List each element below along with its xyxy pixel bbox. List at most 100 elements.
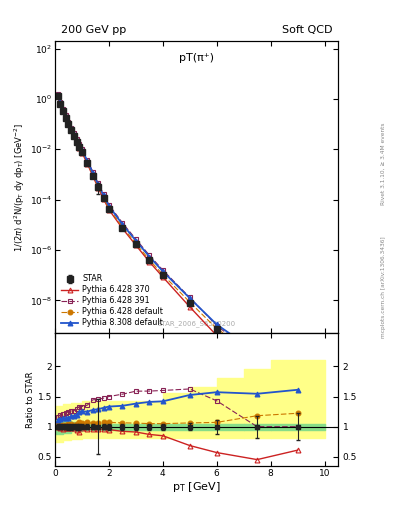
Line: Pythia 8.308 default: Pythia 8.308 default: [55, 92, 300, 374]
Pythia 8.308 default: [63, 113, 68, 119]
Pythia 6.428 391: [96, 180, 101, 186]
Pythia 6.428 default: [66, 121, 71, 127]
Pythia 6.428 default: [134, 241, 138, 247]
Text: mcplots.cern.ch [arXiv:1306.3436]: mcplots.cern.ch [arXiv:1306.3436]: [381, 236, 386, 337]
Pythia 6.428 default: [80, 148, 84, 155]
Pythia 8.308 default: [295, 369, 300, 375]
Pythia 6.428 default: [69, 126, 73, 133]
Pythia 6.428 391: [134, 236, 138, 242]
Pythia 6.428 370: [58, 101, 63, 107]
Pythia 6.428 391: [63, 113, 68, 119]
Line: Pythia 6.428 370: Pythia 6.428 370: [55, 94, 300, 385]
Pythia 8.308 default: [107, 203, 111, 209]
Pythia 6.428 default: [214, 326, 219, 332]
Pythia 6.428 370: [295, 379, 300, 386]
Pythia 6.428 default: [295, 372, 300, 378]
Pythia 8.308 default: [101, 193, 106, 199]
Pythia 6.428 391: [101, 191, 106, 197]
Pythia 6.428 370: [61, 109, 66, 115]
Pythia 6.428 default: [107, 205, 111, 211]
Pythia 6.428 391: [214, 323, 219, 329]
Pythia 6.428 370: [255, 363, 259, 369]
Pythia 6.428 default: [120, 224, 125, 230]
Pythia 6.428 370: [147, 259, 152, 265]
Pythia 8.308 default: [120, 221, 125, 227]
Pythia 6.428 391: [66, 119, 71, 125]
Pythia 6.428 default: [63, 114, 68, 120]
Pythia 8.308 default: [134, 238, 138, 244]
Pythia 6.428 default: [58, 100, 63, 106]
Pythia 8.308 default: [72, 131, 76, 137]
Pythia 6.428 391: [74, 136, 79, 142]
Pythia 6.428 391: [61, 106, 66, 112]
Pythia 6.428 391: [80, 146, 84, 153]
Text: 200 GeV pp: 200 GeV pp: [61, 25, 126, 35]
Pythia 8.308 default: [74, 137, 79, 143]
Pythia 8.308 default: [55, 92, 60, 98]
Pythia 6.428 default: [90, 172, 95, 178]
Pythia 6.428 370: [187, 304, 192, 310]
Pythia 6.428 default: [160, 271, 165, 278]
Line: Pythia 6.428 default: Pythia 6.428 default: [55, 93, 300, 377]
Pythia 6.428 391: [90, 168, 95, 175]
Pythia 6.428 370: [96, 184, 101, 190]
Pythia 6.428 370: [55, 93, 60, 99]
Pythia 6.428 391: [55, 92, 60, 98]
Pythia 6.428 391: [107, 202, 111, 208]
Pythia 6.428 default: [61, 108, 66, 114]
Pythia 8.308 default: [61, 106, 66, 113]
Pythia 6.428 370: [74, 139, 79, 145]
Pythia 6.428 370: [90, 173, 95, 179]
Pythia 8.308 default: [77, 142, 82, 148]
Text: STAR_2006_S6500200: STAR_2006_S6500200: [158, 321, 235, 327]
Pythia 6.428 370: [66, 121, 71, 127]
Pythia 6.428 370: [80, 150, 84, 156]
Pythia 6.428 370: [134, 242, 138, 248]
Pythia 6.428 370: [77, 145, 82, 152]
Pythia 6.428 370: [107, 206, 111, 212]
Pythia 6.428 391: [77, 141, 82, 147]
Pythia 8.308 default: [255, 349, 259, 355]
Text: pT(π⁺): pT(π⁺): [179, 53, 214, 62]
Text: Rivet 3.1.10, ≥ 3.4M events: Rivet 3.1.10, ≥ 3.4M events: [381, 122, 386, 205]
Pythia 8.308 default: [160, 268, 165, 274]
Pythia 8.308 default: [80, 147, 84, 153]
Pythia 8.308 default: [85, 158, 90, 164]
Pythia 6.428 default: [55, 93, 60, 99]
Pythia 8.308 default: [90, 170, 95, 176]
Y-axis label: Ratio to STAR: Ratio to STAR: [26, 371, 35, 428]
X-axis label: p$_\mathrm{T}$ [GeV]: p$_\mathrm{T}$ [GeV]: [172, 480, 221, 495]
Pythia 6.428 default: [147, 257, 152, 263]
Legend: STAR, Pythia 6.428 370, Pythia 6.428 391, Pythia 6.428 default, Pythia 8.308 def: STAR, Pythia 6.428 370, Pythia 6.428 391…: [59, 273, 165, 329]
Pythia 8.308 default: [147, 253, 152, 260]
Pythia 6.428 default: [77, 143, 82, 150]
Pythia 6.428 default: [101, 195, 106, 201]
Pythia 6.428 391: [72, 130, 76, 136]
Line: Pythia 6.428 391: Pythia 6.428 391: [55, 92, 300, 379]
Pythia 6.428 370: [69, 127, 73, 133]
Pythia 6.428 370: [63, 115, 68, 121]
Pythia 6.428 default: [74, 138, 79, 144]
Pythia 6.428 default: [72, 133, 76, 139]
Pythia 6.428 370: [160, 274, 165, 280]
Text: Soft QCD: Soft QCD: [282, 25, 332, 35]
Pythia 8.308 default: [214, 322, 219, 328]
Pythia 6.428 391: [120, 220, 125, 226]
Pythia 6.428 391: [147, 252, 152, 258]
Pythia 6.428 370: [101, 196, 106, 202]
Pythia 6.428 391: [187, 294, 192, 301]
Pythia 6.428 370: [72, 133, 76, 139]
Pythia 8.308 default: [187, 295, 192, 301]
Pythia 8.308 default: [96, 181, 101, 187]
Pythia 6.428 default: [96, 183, 101, 189]
Pythia 6.428 391: [255, 354, 259, 360]
Pythia 8.308 default: [66, 119, 71, 125]
Pythia 6.428 391: [69, 124, 73, 131]
Pythia 6.428 370: [85, 161, 90, 167]
Pythia 8.308 default: [58, 99, 63, 105]
Pythia 6.428 default: [187, 299, 192, 305]
Pythia 6.428 default: [85, 159, 90, 165]
Y-axis label: 1/(2$\pi$) d$^2$N/(p$_\mathrm{T}$ dy dp$_\mathrm{T}$) [GeV$^{-2}$]: 1/(2$\pi$) d$^2$N/(p$_\mathrm{T}$ dy dp$…: [13, 122, 27, 251]
Pythia 8.308 default: [69, 125, 73, 132]
Pythia 6.428 391: [160, 267, 165, 273]
